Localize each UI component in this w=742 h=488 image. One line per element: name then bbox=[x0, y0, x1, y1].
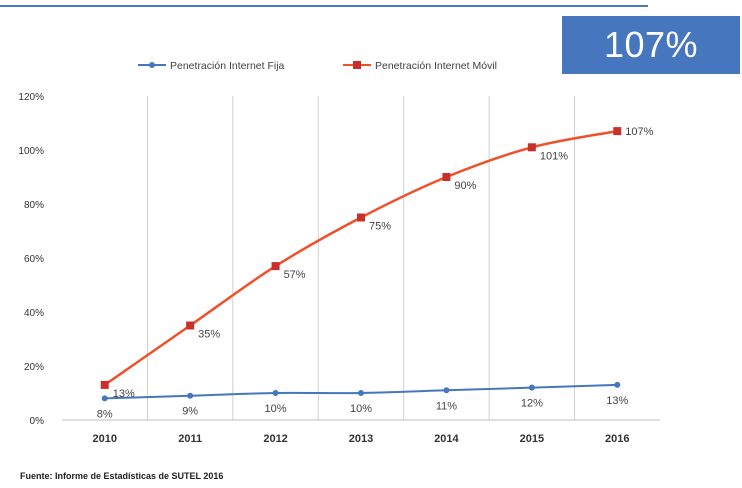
data-label: 75% bbox=[369, 221, 391, 233]
source-note: Fuente: Informe de Estadísticas de SUTEL… bbox=[20, 471, 224, 481]
legend-marker bbox=[149, 62, 155, 68]
data-label: 10% bbox=[265, 403, 287, 415]
badge-value: 107% bbox=[603, 24, 699, 65]
data-label: 107% bbox=[625, 126, 653, 138]
data-point bbox=[100, 380, 109, 389]
data-point bbox=[187, 392, 194, 399]
series-0: 8% 9% 10% 10% 11% 12% 13% bbox=[97, 381, 629, 420]
data-label: 13% bbox=[113, 388, 135, 400]
data-point bbox=[613, 127, 622, 136]
penetration-badge: 107% bbox=[562, 16, 740, 74]
data-label: 13% bbox=[606, 395, 628, 407]
y-axis-ticks: 0% 20% 40% 60% 80% 100% 120% bbox=[18, 92, 44, 427]
data-label: 9% bbox=[182, 406, 198, 418]
data-label: 11% bbox=[436, 400, 457, 412]
data-point bbox=[271, 262, 280, 271]
data-point bbox=[357, 213, 365, 222]
chart-grid bbox=[62, 96, 660, 421]
data-point bbox=[442, 173, 451, 181]
data-point bbox=[527, 143, 536, 152]
top-rule bbox=[0, 5, 648, 7]
series-line bbox=[104, 129, 618, 386]
x-axis-ticks: 2010 2011 2012 2013 2014 2015 2016 bbox=[92, 433, 629, 445]
x-tick-label: 2011 bbox=[178, 433, 202, 445]
legend-label: Penetración Internet Móvil bbox=[375, 60, 497, 72]
x-tick-label: 2014 bbox=[434, 433, 459, 445]
data-point bbox=[528, 384, 535, 391]
data-label: 57% bbox=[284, 269, 306, 281]
data-point bbox=[443, 387, 450, 394]
data-point bbox=[101, 395, 108, 402]
y-tick-label: 100% bbox=[18, 146, 44, 157]
data-label: 90% bbox=[454, 180, 476, 192]
x-tick-label: 2010 bbox=[92, 433, 116, 445]
x-tick-label: 2016 bbox=[605, 433, 629, 445]
data-point bbox=[186, 321, 195, 330]
series-1: 13% 35% 57% 75% 90% 101% 107% bbox=[100, 126, 654, 400]
y-tick-label: 0% bbox=[30, 416, 45, 427]
data-point bbox=[358, 390, 364, 396]
data-label: 35% bbox=[198, 329, 220, 341]
y-tick-label: 40% bbox=[24, 308, 44, 319]
chart-legend: Penetración Internet Fija Penetración Int… bbox=[138, 60, 497, 72]
data-label: 10% bbox=[350, 403, 372, 415]
legend-label: Penetración Internet Fija bbox=[170, 60, 285, 72]
data-point bbox=[614, 381, 621, 388]
x-tick-label: 2012 bbox=[263, 433, 287, 445]
y-tick-label: 20% bbox=[24, 362, 44, 373]
data-label: 101% bbox=[540, 150, 568, 162]
x-tick-label: 2013 bbox=[349, 433, 373, 445]
data-point bbox=[272, 390, 279, 396]
y-tick-label: 80% bbox=[24, 200, 44, 211]
data-label: 12% bbox=[521, 398, 543, 410]
chart-series: 8% 9% 10% 10% 11% 12% 13% 13% 35% 57% 75% 90% 101% 10… bbox=[97, 126, 654, 420]
data-label: 8% bbox=[97, 408, 113, 420]
legend-marker bbox=[353, 61, 361, 69]
y-tick-label: 120% bbox=[18, 92, 44, 103]
x-tick-label: 2015 bbox=[520, 433, 544, 445]
y-tick-label: 60% bbox=[24, 254, 44, 265]
